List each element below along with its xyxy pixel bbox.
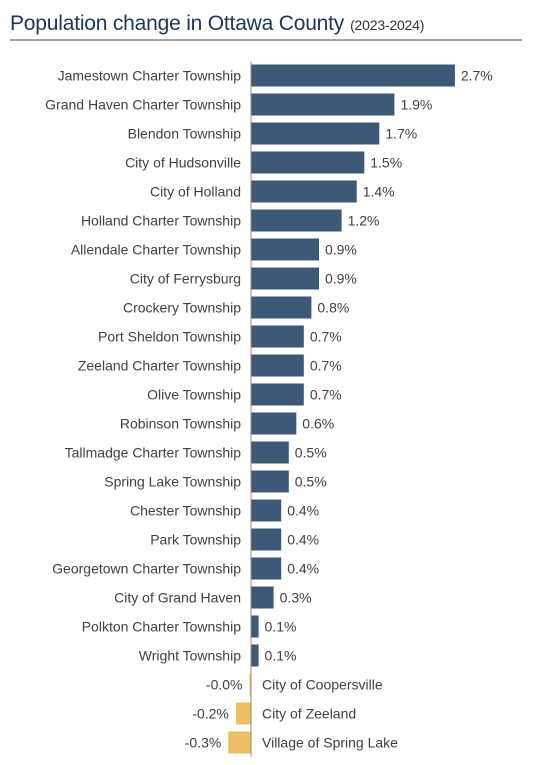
data-label: 0.7% — [310, 329, 342, 345]
bar — [251, 325, 304, 348]
data-label: 0.5% — [295, 445, 327, 461]
category-label: Park Township — [150, 532, 241, 548]
category-label: Spring Lake Township — [104, 474, 241, 490]
data-label: -0.3% — [185, 735, 222, 751]
category-label: Zeeland Charter Township — [78, 358, 241, 374]
data-label: 0.1% — [265, 648, 297, 664]
data-label: 2.7% — [461, 68, 493, 84]
chart-title-text: Population change in Ottawa County — [10, 12, 345, 35]
bar — [251, 238, 319, 261]
bar — [251, 64, 455, 87]
data-label: 1.5% — [370, 155, 402, 171]
bar — [251, 412, 297, 435]
data-label: 0.6% — [302, 416, 334, 432]
category-label: Robinson Township — [120, 416, 241, 432]
data-label: 0.3% — [280, 590, 312, 606]
bar — [251, 557, 282, 580]
category-label: Blendon Township — [128, 126, 242, 142]
bar — [251, 499, 282, 522]
data-label: 1.4% — [363, 184, 395, 200]
data-label: 0.9% — [325, 242, 357, 258]
data-label: 0.1% — [265, 619, 297, 635]
bar — [228, 731, 251, 754]
bar — [251, 296, 312, 319]
chart-subtitle: (2023-2024) — [350, 17, 425, 33]
category-label: Grand Haven Charter Township — [45, 97, 241, 113]
data-label: 0.4% — [287, 561, 319, 577]
bar — [251, 470, 289, 493]
bar — [251, 586, 274, 609]
data-label: 0.7% — [310, 358, 342, 374]
chart-title: Population change in Ottawa County (2023-… — [10, 12, 424, 36]
bar — [251, 441, 289, 464]
data-label: -0.0% — [206, 677, 243, 693]
data-label: 0.9% — [325, 271, 357, 287]
category-label: Village of Spring Lake — [262, 735, 398, 751]
category-label: Wright Township — [139, 648, 241, 664]
data-label: 0.4% — [287, 503, 319, 519]
bar — [251, 528, 282, 551]
category-label: City of Coopersville — [262, 677, 383, 693]
category-label: Georgetown Charter Township — [52, 561, 241, 577]
bar — [235, 702, 251, 725]
bar — [251, 615, 259, 638]
bar — [251, 267, 319, 290]
bar — [251, 180, 357, 203]
data-label: -0.2% — [192, 706, 229, 722]
data-label: 0.5% — [295, 474, 327, 490]
data-label: 0.7% — [310, 387, 342, 403]
category-label: City of Hudsonville — [125, 155, 241, 171]
bar — [251, 209, 342, 232]
category-label: Jamestown Charter Township — [58, 68, 242, 84]
category-label: Olive Township — [147, 387, 241, 403]
category-label: Port Sheldon Township — [98, 329, 241, 345]
data-label: 1.9% — [400, 97, 432, 113]
bar — [251, 122, 380, 145]
bar — [251, 354, 304, 377]
category-label: Chester Township — [130, 503, 241, 519]
data-label: 1.7% — [385, 126, 417, 142]
bar — [251, 644, 259, 667]
category-label: City of Holland — [150, 184, 241, 200]
category-label: Crockery Township — [123, 300, 241, 316]
category-label: City of Zeeland — [262, 706, 356, 722]
bar — [251, 93, 395, 116]
category-label: Allendale Charter Township — [71, 242, 241, 258]
data-label: 1.2% — [348, 213, 380, 229]
data-label: 0.8% — [317, 300, 349, 316]
bar — [251, 151, 365, 174]
bar — [249, 673, 251, 696]
category-label: Tallmadge Charter Township — [65, 445, 242, 461]
data-label: 0.4% — [287, 532, 319, 548]
category-label: Holland Charter Township — [81, 213, 241, 229]
category-label: City of Grand Haven — [114, 590, 241, 606]
chart-header: Population change in Ottawa County (2023-… — [10, 10, 522, 41]
bar — [251, 383, 304, 406]
category-label: City of Ferrysburg — [130, 271, 241, 287]
category-label: Polkton Charter Township — [82, 619, 241, 635]
